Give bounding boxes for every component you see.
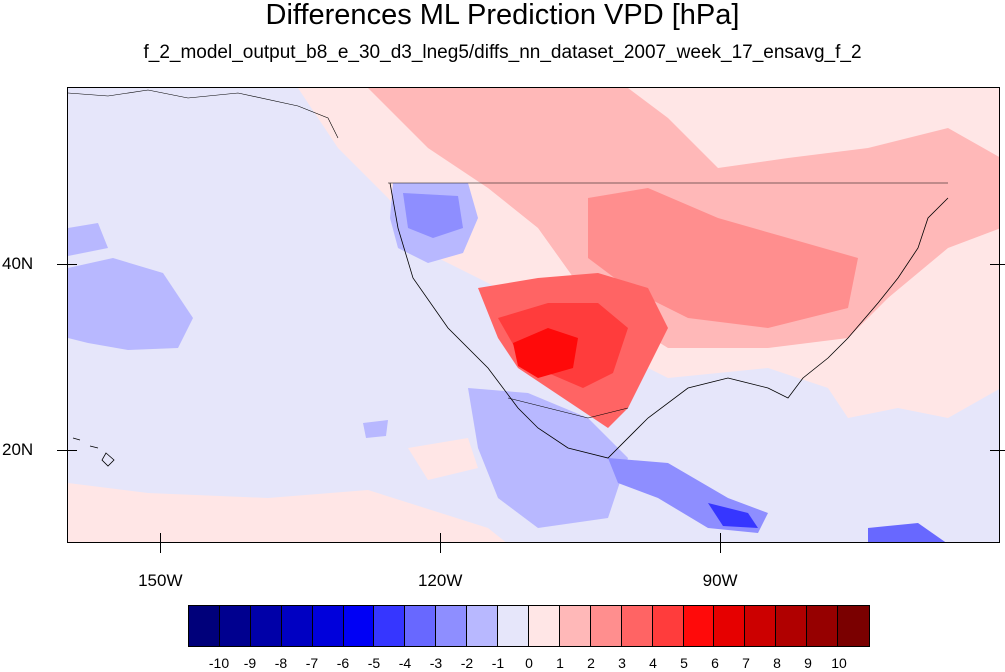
southwest-peak-region bbox=[513, 328, 578, 378]
colorbar-box bbox=[281, 606, 313, 646]
colorbar-box bbox=[652, 606, 684, 646]
colorbar-box bbox=[683, 606, 715, 646]
pacific-positive-region bbox=[408, 438, 478, 480]
colorbar-box bbox=[436, 606, 468, 646]
colorbar-label: 5 bbox=[680, 655, 688, 671]
colorbar-label: -8 bbox=[274, 655, 288, 671]
colorbar-box bbox=[219, 606, 251, 646]
colorbar-box bbox=[714, 606, 746, 646]
coastline bbox=[389, 182, 949, 459]
vpd-difference-map bbox=[68, 88, 999, 542]
x-tick-label: 150W bbox=[138, 571, 183, 590]
colorbar-label: 2 bbox=[587, 655, 595, 671]
colorbar-label: 8 bbox=[773, 655, 781, 671]
colorbar-label: -3 bbox=[429, 655, 443, 671]
colorbar-box bbox=[343, 606, 375, 646]
colorbar-label: 3 bbox=[618, 655, 626, 671]
map-subtitle: f_2_model_output_b8_e_30_d3_lneg5/diffs_… bbox=[143, 42, 862, 63]
y-tick-mark bbox=[990, 449, 1005, 451]
colorbar-label: -6 bbox=[336, 655, 350, 671]
caribbean-negative-region bbox=[868, 523, 946, 542]
south-pacific-positive-region bbox=[68, 483, 506, 542]
colorbar-box bbox=[807, 606, 839, 646]
x-tick-mark bbox=[720, 533, 722, 553]
colorbar-box bbox=[374, 606, 406, 646]
y-tick-label: 40N bbox=[2, 253, 34, 273]
y-tick-label: 20N bbox=[2, 439, 34, 459]
x-tick-mark bbox=[440, 533, 442, 553]
colorbar-box bbox=[405, 606, 437, 646]
map-title: Differences ML Prediction VPD [hPa] bbox=[265, 0, 740, 31]
y-tick-mark bbox=[57, 263, 77, 265]
colorbar bbox=[188, 605, 870, 647]
colorbar-box bbox=[250, 606, 282, 646]
colorbar-box bbox=[559, 606, 591, 646]
colorbar-label: 4 bbox=[649, 655, 657, 671]
colorbar-box bbox=[467, 606, 499, 646]
colorbar-label: -10 bbox=[208, 655, 230, 671]
colorbar-box bbox=[838, 606, 869, 646]
x-tick-label: 120W bbox=[417, 571, 463, 590]
colorbar-label: -9 bbox=[243, 655, 257, 671]
pacific-negative-region bbox=[468, 388, 628, 528]
central-america-strong-negative-region bbox=[708, 503, 758, 528]
colorbar-label: -1 bbox=[491, 655, 505, 671]
us-mexico-border bbox=[507, 397, 629, 419]
map-plot-area bbox=[67, 87, 1000, 543]
alaska-coastline bbox=[68, 89, 339, 139]
colorbar-label: -2 bbox=[460, 655, 474, 671]
colorbar-label: 0 bbox=[525, 655, 533, 671]
pacific-northwest-negative-region bbox=[403, 193, 463, 238]
plains-positive-region bbox=[588, 188, 858, 328]
colorbar-box bbox=[776, 606, 808, 646]
x-tick-label: 90W bbox=[702, 571, 738, 590]
colorbar-label: -7 bbox=[305, 655, 319, 671]
colorbar-box bbox=[745, 606, 777, 646]
colorbar-label: 6 bbox=[711, 655, 719, 671]
colorbar-box bbox=[189, 606, 220, 646]
colorbar-label: 9 bbox=[804, 655, 812, 671]
pacific-negative-region bbox=[68, 223, 108, 256]
pacific-negative-region bbox=[363, 420, 388, 438]
colorbar-label: -5 bbox=[367, 655, 381, 671]
colorbar-box bbox=[312, 606, 344, 646]
y-tick-mark bbox=[57, 449, 77, 451]
colorbar-box bbox=[498, 606, 529, 646]
y-tick-mark bbox=[990, 263, 1005, 265]
pacific-negative-region bbox=[68, 258, 193, 350]
colorbar-label: 7 bbox=[742, 655, 750, 671]
colorbar-label: 10 bbox=[831, 655, 847, 671]
x-tick-mark bbox=[160, 533, 162, 553]
hawaii-islands bbox=[72, 437, 115, 467]
colorbar-box bbox=[528, 606, 560, 646]
colorbar-box bbox=[621, 606, 653, 646]
colorbar-box bbox=[590, 606, 622, 646]
colorbar-label: 1 bbox=[556, 655, 564, 671]
colorbar-label: -4 bbox=[398, 655, 412, 671]
